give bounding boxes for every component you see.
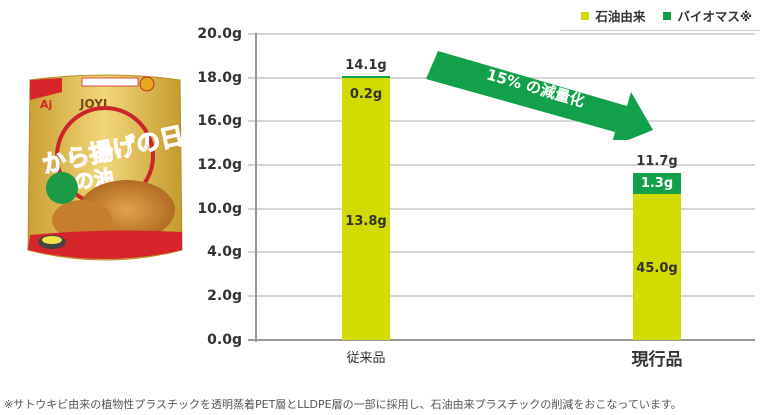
y-tick-label: 2.0g [207,288,242,304]
legend-label-petroleum: 石油由来 [595,9,646,24]
legend-swatch-petroleum [581,11,590,20]
product-pouch-icon: Aj JOYL から揚げの日 の油 [27,74,187,261]
arrow-right-down-icon [426,51,653,147]
gridline-12 [248,164,755,166]
bar-conventional: 0.2g 13.8g [342,76,390,340]
segment-label-biomass: 0.2g [349,87,383,102]
y-tick-label: 20.0g [197,26,242,42]
legend-swatch-biomass [663,11,672,20]
reduction-arrow: 15% の減量化 [425,50,665,147]
x-category-label-conventional: 従来品 [346,351,386,366]
y-tick-label: 12.0g [197,157,242,173]
gridline-2 [248,295,755,297]
gridline-16 [248,120,755,122]
bar-total-label-conventional: 14.1g [345,58,387,73]
product-package-image: Aj JOYL から揚げの日 の油 [22,70,188,270]
bar-segment-petroleum [342,78,390,340]
legend-divider [560,30,760,31]
segment-label-petroleum: 45.0g [636,261,678,276]
bar-total-label-current: 11.7g [636,154,678,169]
y-tick-label: 10.0g [197,201,242,217]
gridline-4 [248,251,755,253]
segment-label-petroleum: 13.8g [345,214,387,229]
x-category-label-current: 現行品 [631,350,683,370]
y-tick-label: 0.0g [207,332,242,348]
legend-label-biomass: バイオマス※ [677,9,752,24]
footnote: ※サトウキビ由来の植物性プラスチックを透明蒸着PET層とLLDPE層の一部に採用… [4,398,682,411]
y-tick-label: 16.0g [197,113,242,129]
y-axis-line [255,33,257,342]
segment-label-biomass: 1.3g [640,176,674,191]
legend-item-biomass: バイオマス※ [663,6,752,25]
gridline-10 [248,208,755,210]
bar-segment-petroleum [633,194,681,340]
gridline-0-baseline [248,339,755,341]
gridline-20 [248,33,755,35]
bar-segment-biomass [633,173,681,194]
legend-item-petroleum: 石油由来 [581,6,645,25]
y-tick-label: 4.0g [207,244,242,260]
svg-text:Aj: Aj [40,98,52,111]
chart-legend: 石油由来 バイオマス※ [581,6,752,25]
bar-current: 1.3g 45.0g [633,173,681,340]
y-tick-label: 18.0g [197,70,242,86]
bar-segment-biomass [342,76,390,78]
